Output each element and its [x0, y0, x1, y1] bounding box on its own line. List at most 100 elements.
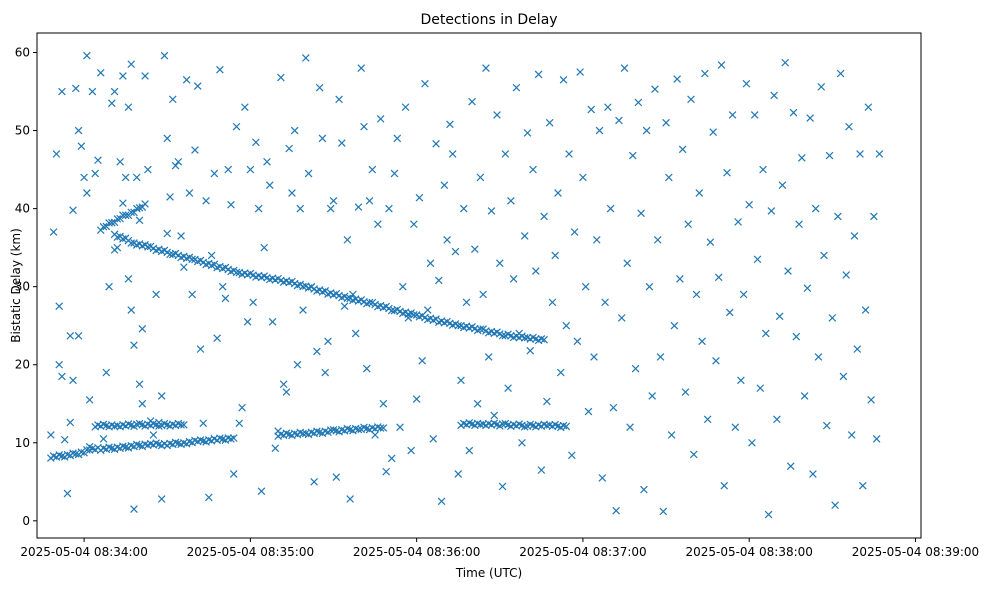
scatter-point	[606, 204, 615, 213]
scatter-point	[127, 306, 136, 314]
scatter-point	[465, 446, 474, 455]
chart-title: Detections in Delay	[420, 12, 557, 28]
scatter-point	[759, 165, 767, 174]
track-point	[559, 421, 568, 430]
scatter-point	[152, 290, 160, 299]
scatter-point	[74, 126, 83, 135]
scatter-point	[803, 284, 812, 293]
scatter-point	[357, 64, 366, 72]
scatter-point	[501, 150, 510, 158]
data-marks	[47, 51, 884, 519]
scatter-point	[847, 431, 856, 439]
scatter-point	[842, 271, 851, 279]
track-point	[119, 235, 127, 243]
scatter-point	[368, 165, 377, 174]
scatter-point	[88, 87, 97, 96]
scatter-point	[418, 356, 427, 365]
track-point	[540, 335, 548, 344]
scatter-point	[709, 128, 717, 136]
scatter-point	[786, 462, 795, 471]
scatter-point	[121, 173, 130, 182]
scatter-point	[180, 263, 188, 271]
scatter-point	[66, 332, 75, 340]
scatter-point	[188, 290, 197, 299]
track-point	[498, 331, 507, 340]
scatter-point	[548, 298, 557, 307]
scatter-point	[545, 118, 554, 127]
scatter-point	[543, 397, 551, 406]
scatter-point	[138, 324, 147, 333]
scatter-point	[310, 477, 318, 486]
x-tick-label: 2025-05-04 08:35:00	[187, 545, 314, 559]
scatter-point	[263, 157, 271, 166]
scatter-point	[570, 228, 579, 236]
scatter-point	[130, 341, 138, 350]
y-tick-label: 60	[15, 46, 30, 60]
scatter-point	[249, 298, 257, 307]
scatter-point	[193, 82, 202, 90]
x-axis-label: Time (UTC)	[455, 566, 522, 580]
scatter-point	[443, 236, 451, 244]
scatter-point	[279, 380, 288, 389]
track-point	[410, 311, 418, 319]
scatter-point	[277, 73, 285, 82]
track-point	[343, 294, 352, 303]
scatter-point	[374, 220, 382, 229]
scatter-point	[540, 212, 548, 221]
track-point	[121, 211, 130, 220]
scatter-point	[609, 403, 618, 412]
scatter-point	[47, 431, 55, 439]
scatter-point	[80, 173, 88, 182]
scatter-point	[781, 58, 790, 67]
scatter-point	[509, 275, 518, 283]
scatter-point	[301, 54, 310, 62]
scatter-point	[160, 51, 169, 60]
scatter-point	[761, 329, 770, 338]
scatter-point	[712, 356, 720, 365]
scatter-point	[329, 196, 338, 205]
y-tick-label: 50	[15, 124, 30, 138]
scatter-point	[737, 376, 745, 385]
scatter-point	[767, 207, 776, 215]
scatter-point	[834, 212, 842, 221]
scatter-point	[421, 79, 429, 88]
scatter-point	[487, 207, 496, 215]
scatter-point	[706, 238, 715, 247]
scatter-point	[232, 122, 241, 131]
scatter-point	[623, 259, 632, 268]
scatter-point	[351, 329, 360, 338]
scatter-point	[149, 431, 158, 439]
scatter-point	[579, 173, 587, 182]
scatter-point	[321, 368, 330, 377]
track-point	[83, 446, 91, 454]
track-point	[562, 422, 571, 431]
scatter-point	[407, 446, 415, 455]
scatter-point	[49, 228, 58, 236]
scatter-point	[742, 79, 751, 88]
scatter-point	[822, 421, 831, 430]
scatter-point	[130, 505, 138, 513]
scatter-point	[58, 372, 66, 381]
scatter-point	[659, 507, 668, 516]
scatter-point	[568, 451, 576, 460]
scatter-point	[213, 334, 221, 343]
scatter-point	[293, 360, 302, 369]
scatter-point	[182, 76, 191, 84]
scatter-point	[157, 392, 166, 400]
scatter-point	[651, 85, 659, 94]
scatter-point	[529, 165, 537, 174]
y-tick-label: 0	[22, 514, 30, 528]
scatter-point	[429, 435, 438, 443]
y-tick-label: 30	[15, 280, 30, 294]
scatter-point	[94, 156, 102, 165]
scatter-point	[687, 95, 695, 104]
scatter-point	[448, 150, 457, 158]
scatter-point	[792, 332, 801, 341]
scatter-point	[789, 108, 798, 117]
scatter-point	[681, 388, 690, 396]
scatter-point	[290, 126, 299, 135]
scatter-point	[365, 196, 374, 205]
scatter-point	[640, 485, 648, 494]
scatter-point	[695, 189, 704, 197]
